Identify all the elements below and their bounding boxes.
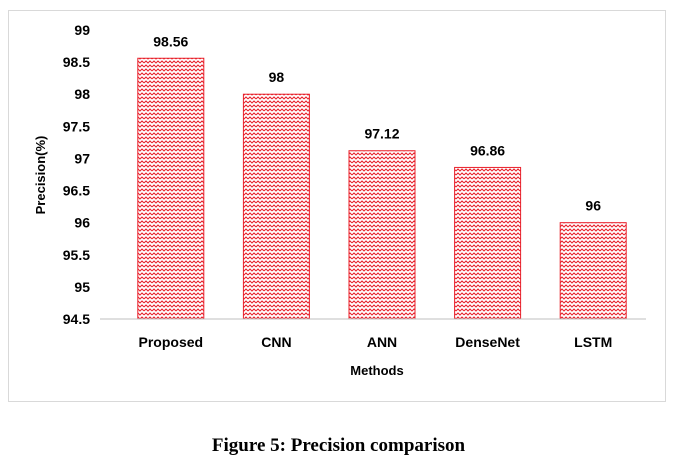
y-tick-label: 95.5	[63, 247, 90, 263]
bar-cnn	[242, 93, 310, 320]
chart-area	[8, 10, 666, 402]
data-label: 97.12	[364, 126, 399, 142]
y-tick-label: 95	[74, 279, 90, 295]
bar-ann	[348, 150, 416, 320]
figure-caption: Figure 5: Precision comparison	[211, 435, 466, 456]
y-tick-label: 98	[74, 86, 90, 102]
x-tick-label: LSTM	[574, 334, 612, 350]
data-label: 98	[269, 69, 285, 85]
y-tick-label: 98.5	[63, 54, 90, 70]
y-tick-label: 97.5	[63, 118, 90, 134]
data-label: 96.86	[470, 142, 505, 158]
bar-proposed	[137, 57, 205, 320]
x-tick-label: Proposed	[139, 334, 204, 350]
data-label: 98.56	[153, 33, 188, 49]
x-tick-label: CNN	[261, 334, 291, 350]
x-tick-label: ANN	[367, 334, 397, 350]
y-tick-label: 94.5	[63, 311, 90, 327]
data-label: 96	[585, 198, 601, 214]
bar-densenet	[454, 166, 522, 320]
x-tick-label: DenseNet	[455, 334, 520, 350]
x-axis-title: Methods	[350, 363, 403, 378]
y-tick-label: 97	[74, 150, 90, 166]
bar-lstm	[559, 222, 627, 320]
y-tick-label: 96.5	[63, 183, 90, 199]
y-axis-title: Precision(%)	[33, 136, 48, 215]
y-tick-label: 96	[74, 215, 90, 231]
y-tick-label: 99	[74, 22, 90, 38]
